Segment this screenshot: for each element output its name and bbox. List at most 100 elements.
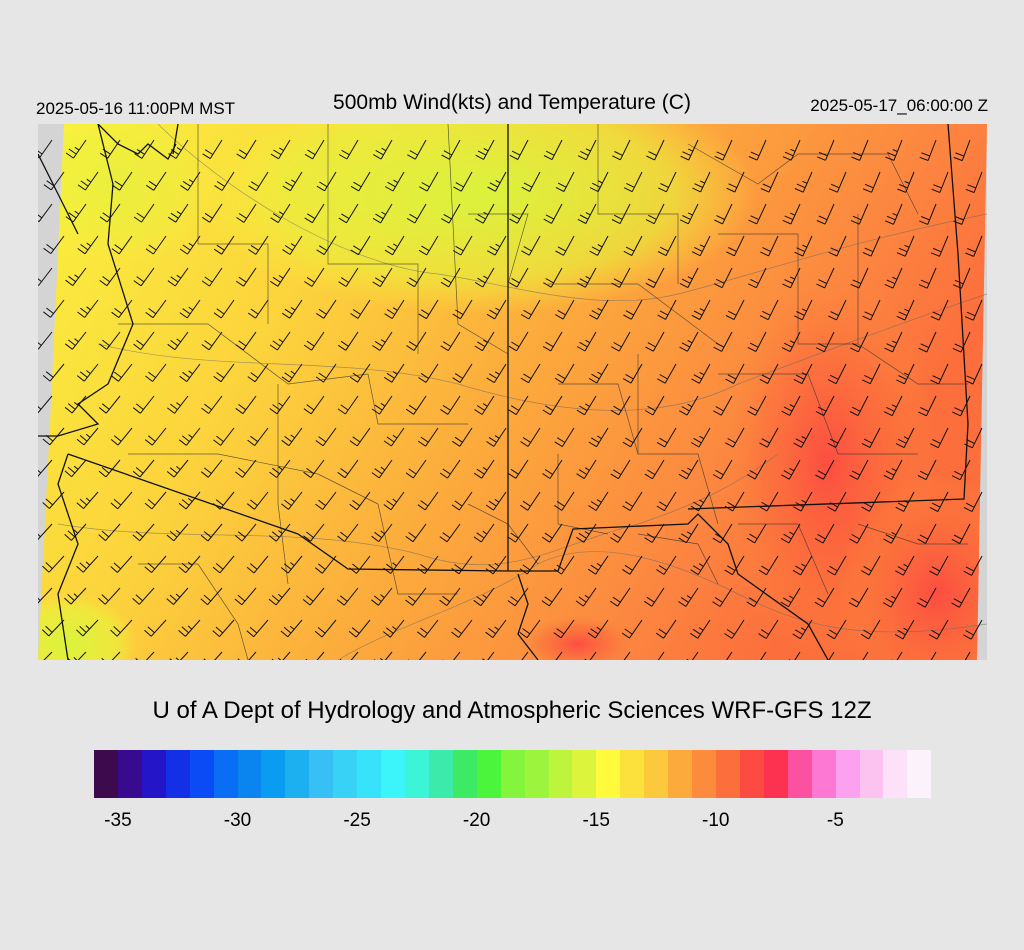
wind-barb [316, 299, 337, 319]
wind-barb [553, 619, 575, 639]
wind-barb [645, 203, 665, 225]
wind-barb [679, 203, 699, 225]
wind-barb [828, 651, 835, 660]
wind-barb [919, 203, 937, 225]
wind-barb [849, 459, 869, 480]
wind-barb [930, 363, 949, 385]
wind-barb [200, 523, 223, 542]
temperature-field [38, 124, 987, 660]
colorbar-cell [835, 750, 860, 798]
wind-barb [98, 395, 121, 414]
wind-barb [541, 587, 563, 607]
wind-barb [623, 651, 631, 660]
colorbar-tick-label: -5 [826, 810, 844, 831]
wind-barb [135, 651, 155, 660]
wind-barb [406, 331, 427, 351]
wind-barb [145, 363, 167, 382]
wind-barb [146, 171, 167, 191]
wind-barb [38, 331, 53, 350]
wind-barb [337, 395, 359, 415]
wind-barb [827, 363, 847, 385]
colorbar-cell [237, 750, 262, 798]
wind-barb [588, 491, 609, 511]
colorbar-cell [165, 750, 190, 798]
wind-barb [371, 395, 393, 415]
wind-barb [42, 427, 65, 446]
wind-barb [951, 459, 971, 481]
wind-barb [235, 395, 257, 415]
colorbar-cell [117, 750, 142, 798]
wind-barb [417, 427, 439, 447]
wind-barb [793, 363, 813, 385]
wind-barb [315, 491, 337, 510]
wind-barb [486, 363, 507, 384]
wind-barb [895, 427, 915, 449]
wind-barb [64, 331, 87, 350]
wind-barb [304, 139, 325, 160]
wind-barb [645, 331, 665, 352]
wind-barb [372, 331, 393, 351]
wind-barb [246, 619, 269, 638]
wind-barb [247, 363, 269, 383]
wind-barb [101, 651, 121, 660]
wind-barb [554, 491, 575, 511]
wind-barb [315, 427, 337, 447]
wind-barb [725, 427, 745, 448]
wind-barb [201, 267, 223, 287]
wind-barb [246, 555, 269, 574]
wind-barb [587, 555, 609, 575]
wind-barb [964, 299, 983, 321]
wind-barb [726, 651, 733, 660]
wind-barb [212, 619, 235, 637]
colorbar-cell [811, 750, 836, 798]
wind-barb [657, 235, 677, 257]
wind-barb [860, 619, 881, 640]
wind-barb [316, 235, 337, 256]
wind-barb [725, 299, 745, 321]
wind-barb [782, 139, 801, 161]
wind-barb [405, 459, 427, 479]
colorbar-tick-label: -10 [702, 810, 730, 831]
wind-barb [895, 491, 915, 512]
colorbar-cell [883, 750, 908, 798]
wind-barb [861, 427, 881, 448]
wind-barb [132, 587, 155, 605]
wind-barb [507, 523, 529, 543]
wind-barb [612, 139, 631, 161]
wind-barb [42, 555, 65, 573]
wind-barb [713, 331, 733, 352]
wind-barb [896, 363, 915, 385]
wind-barb [827, 427, 847, 448]
map-title: 500mb Wind(kts) and Temperature (C) [333, 91, 691, 114]
wind-barb [748, 139, 767, 161]
wind-barb [589, 299, 609, 320]
wind-barb [520, 491, 541, 511]
wind-barb [678, 587, 699, 607]
wind-barb [167, 267, 189, 287]
valid-time-utc: 2025-05-17_06:00:00 Z [810, 96, 988, 115]
wind-barb [133, 267, 155, 287]
wind-barb [930, 651, 937, 660]
wind-barb [850, 203, 869, 225]
wind-barb [144, 491, 167, 510]
colorbar-tick-label: -35 [104, 810, 132, 831]
wind-barb [782, 267, 801, 289]
map-canvas [38, 124, 987, 660]
wind-barb [99, 139, 121, 159]
wind-barb [442, 651, 461, 660]
wind-barb [814, 587, 835, 608]
wind-barb [474, 395, 495, 415]
colorbar-cell [404, 750, 429, 798]
wind-barb [452, 427, 473, 447]
wind-barb [542, 331, 563, 352]
wind-barb [611, 267, 631, 288]
wind-barb [38, 139, 53, 159]
wind-barb [270, 267, 291, 287]
wind-barb [38, 523, 53, 541]
wind-barb [372, 203, 393, 224]
wind-barb [247, 299, 269, 319]
wind-barb [862, 235, 881, 257]
wind-barb [690, 619, 711, 639]
wind-barb [554, 363, 575, 384]
wind-barb [417, 619, 439, 638]
